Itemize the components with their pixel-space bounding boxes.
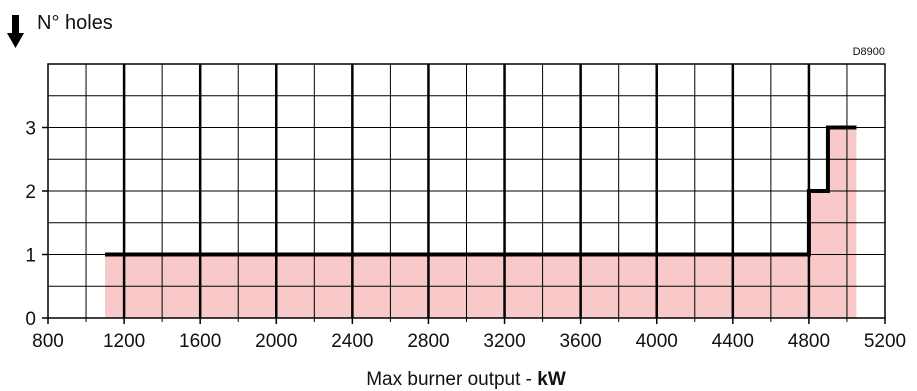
x-tick-label: 2800: [407, 331, 449, 352]
x-tick-label: 1200: [103, 331, 145, 352]
x-tick-label: 5200: [864, 331, 906, 352]
x-axis-label-unit: kW: [537, 369, 566, 390]
x-tick-label: 4000: [636, 331, 678, 352]
label-layer: 800 1200 1600 2000 2400 2800 3200 3600 4000 4400 4…: [25, 119, 906, 353]
y-tick-label: 0: [25, 309, 36, 330]
x-tick-label: 2400: [331, 331, 373, 352]
figure-code: D8900: [853, 46, 885, 58]
x-tick-label: 800: [32, 331, 64, 352]
x-tick-label: 2000: [255, 331, 297, 352]
x-tick-label: 3200: [483, 331, 525, 352]
x-tick-label: 4800: [788, 331, 830, 352]
series-layer: [105, 125, 857, 257]
x-tick-label: 1600: [179, 331, 221, 352]
y-tick-label: 1: [25, 246, 36, 267]
x-tick-label: 4400: [712, 331, 754, 352]
chart-title: N° holes: [37, 12, 113, 34]
series-line-0: [105, 125, 857, 257]
y-tick-label: 2: [25, 182, 36, 203]
down-arrow-icon: [7, 15, 24, 48]
fill-layer: [105, 127, 857, 318]
axis-layer: [42, 63, 886, 324]
x-axis-label-text: Max burner output -: [366, 369, 537, 390]
y-tick-label: 3: [25, 119, 36, 140]
x-axis-label: Max burner output - kW: [366, 369, 566, 390]
series-fill-area-0: [105, 127, 857, 318]
grid-layer: [48, 64, 885, 318]
x-tick-label: 3600: [559, 331, 601, 352]
